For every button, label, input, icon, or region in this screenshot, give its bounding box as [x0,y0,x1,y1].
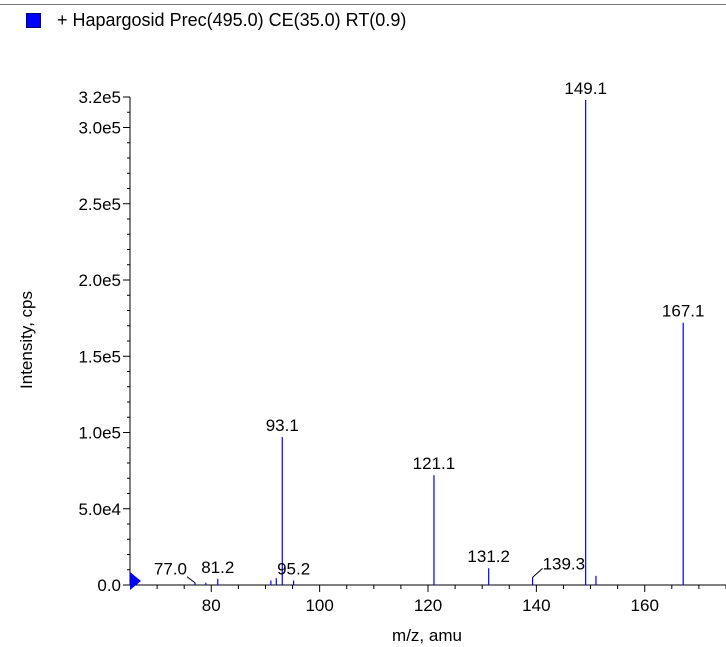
x-tick-label: 100 [305,596,333,615]
legend: + Hapargosid Prec(495.0) CE(35.0) RT(0.9… [26,8,406,32]
peak-label: 149.1 [564,79,607,98]
peak-label: 121.1 [413,454,456,473]
y-tick-label: 1.0e5 [78,424,121,443]
peak-label: 167.1 [662,302,705,321]
x-axis-label: m/z, amu [392,626,462,645]
legend-swatch [26,12,41,28]
y-tick-label: 3.0e5 [78,119,121,138]
y-tick-label: 1.5e5 [78,347,121,366]
axes: 0.0 5.0e4 1.0e5 1.5e5 2.0e5 2.5e5 3.0e5 3.2e5 80… [78,88,726,615]
y-tick-label: 0.0 [97,576,121,595]
y-axis-label: Intensity, cps [17,291,36,389]
peak-label: 95.2 [277,559,310,578]
peak-label: 81.2 [201,558,234,577]
x-tick-label: 120 [414,596,442,615]
x-tick-label: 140 [522,596,550,615]
peak-label: 93.1 [266,416,299,435]
peak-leader-line [186,576,196,584]
x-tick-label: 160 [631,596,659,615]
peak-label: 131.2 [467,547,510,566]
y-tick-label: 2.5e5 [78,195,121,214]
x-tick-label: 80 [202,596,221,615]
y-tick-label: 3.2e5 [78,88,121,107]
peak-labels: 77.0 81.2 93.1 95.2 121.1 131.2 139.3 149.1 167.… [154,79,705,584]
peak-label: 77.0 [154,560,187,579]
spectrum-bars [194,100,684,585]
peak-leader-line [532,568,543,578]
peak-label: 139.3 [543,554,586,573]
y-tick-label: 2.0e5 [78,271,121,290]
origin-marker [130,572,141,590]
legend-label: + Hapargosid Prec(495.0) CE(35.0) RT(0.9… [57,9,407,30]
top-rule [0,4,726,5]
y-tick-label: 5.0e4 [78,500,121,519]
